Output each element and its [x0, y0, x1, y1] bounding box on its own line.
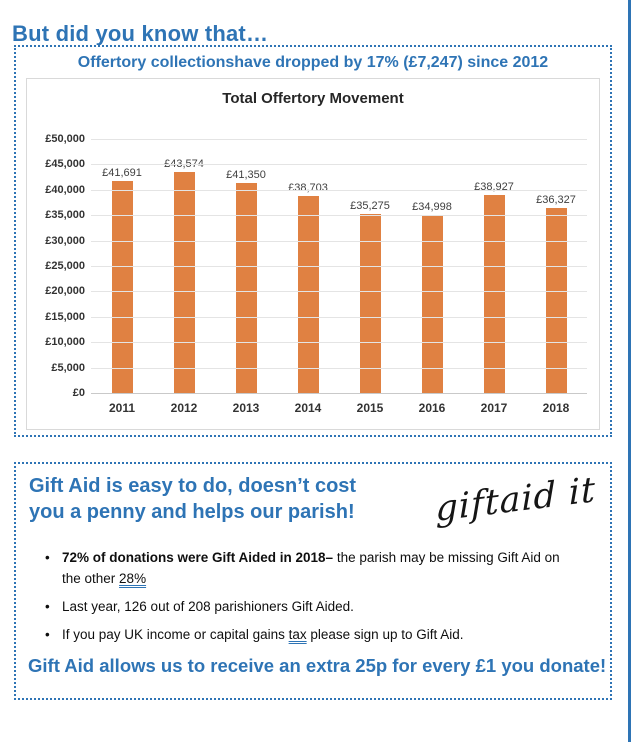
- chart-y-tick-label: £40,000: [45, 183, 85, 196]
- offertory-heading: Offertory collectionshave dropped by 17%…: [77, 54, 549, 71]
- chart-data-label: £38,703: [288, 182, 328, 195]
- chart-x-tick-label: 2015: [356, 401, 384, 415]
- giftaid-bullet-item: • 72% of donations were Gift Aided in 201…: [40, 548, 575, 590]
- chart-x-tick-label: 2016: [418, 401, 446, 415]
- chart-gridline: [91, 393, 587, 394]
- chart-gridline: [91, 266, 587, 267]
- chart-y-tick-label: £30,000: [45, 234, 85, 247]
- bullet-dot: •: [45, 626, 50, 642]
- chart-bar-column: £38,703: [277, 139, 339, 393]
- chart-y-tick-label: £50,000: [45, 133, 85, 145]
- chart-x-tick-label: 2014: [294, 401, 322, 415]
- bullet-text-segment: the parish may be missing Gift Aid on th…: [62, 550, 560, 586]
- chart-data-label: £36,327: [536, 194, 576, 207]
- chart-bar-column: £43,574: [153, 139, 215, 393]
- chart-x-tick-label: 2011: [108, 401, 136, 415]
- bullet-text-segment: tax: [288, 626, 307, 642]
- chart-data-label: £43,574: [164, 158, 204, 170]
- chart-gridline: [91, 316, 587, 318]
- bullet-text-segment: 72% of donations were Gift Aided in 2018…: [62, 550, 334, 565]
- giftaid-heading-line1: Gift Aid is easy to do, doesn’t cost: [29, 475, 357, 497]
- chart-gridline: [91, 291, 587, 293]
- chart-data-label: £38,927: [474, 181, 514, 194]
- giftaid-bullet-item: • If you pay UK income or capital gains t…: [40, 625, 575, 646]
- giftaid-bullet-item: • Last year, 126 out of 208 parishioners …: [40, 597, 575, 618]
- chart-y-tick-label: £35,000: [45, 209, 85, 222]
- chart-gridline: [91, 164, 587, 166]
- chart-plot: £41,691 £43,574 £41,350 £38,703 £35,275 £34,9…: [45, 133, 587, 399]
- chart-x-tick-label: 2013: [232, 401, 260, 415]
- bullet-dot: •: [45, 550, 50, 565]
- chart-gridline: [91, 342, 587, 344]
- chart-bar: [545, 208, 567, 393]
- bullet-text-segment: If you pay UK income or capital gains: [62, 626, 289, 642]
- giftaid-box: Gift Aid is easy to do, doesn’t cost you…: [14, 462, 612, 700]
- bullet-text-segment: please sign up to Gift Aid.: [306, 626, 464, 642]
- bullet-text-segment: 28%: [119, 570, 147, 586]
- chart-bars: £41,691 £43,574 £41,350 £38,703 £35,275 £34,9…: [91, 139, 587, 393]
- chart-bar-column: £41,350: [215, 139, 277, 393]
- chart-gridline: [91, 367, 587, 369]
- offertory-bar-chart: Total Offertory Movement £41,691£43,574£…: [26, 78, 600, 430]
- chart-bar: [235, 182, 257, 393]
- bullet-dot: •: [45, 598, 50, 614]
- giftaid-footer: Gift Aid allows us to receive an extra 2…: [28, 655, 607, 676]
- chart-x-tick-label: 2012: [170, 401, 198, 415]
- chart-y-tick-label: £25,000: [45, 260, 85, 272]
- chart-bar: [421, 215, 443, 393]
- chart-y-tick-label: £0: [72, 387, 85, 399]
- chart-bar: [483, 195, 505, 393]
- giftaid-logo: giftaid it: [434, 470, 596, 530]
- chart-bar: [297, 196, 319, 393]
- chart-bar: [359, 213, 381, 393]
- chart-data-label: £35,275: [350, 199, 390, 212]
- chart-data-label: £34,998: [412, 201, 452, 214]
- chart-data-label: £41,350: [226, 168, 266, 181]
- chart-title: Total Offertory Movement: [222, 90, 404, 107]
- chart-bar-column: £35,275: [339, 139, 401, 393]
- chart-gridline: [91, 215, 587, 217]
- page-right-border: [628, 0, 631, 742]
- offertory-box: Offertory collectionshave dropped by 17%…: [14, 45, 612, 437]
- chart-y-tick-label: £5,000: [51, 361, 85, 374]
- giftaid-heading-line2: you a penny and helps our parish!: [29, 501, 355, 524]
- chart-bar: [173, 171, 195, 393]
- chart-x-tick-label: 2017: [480, 401, 508, 415]
- chart-bar-column: £36,327: [525, 139, 587, 393]
- chart-gridline: [91, 189, 587, 191]
- chart-gridline: [91, 240, 587, 242]
- giftaid-bullet-list: • 72% of donations were Gift Aided in 201…: [40, 548, 575, 653]
- chart-y-tick-label: £20,000: [45, 285, 85, 298]
- bullet-text-segment: Last year, 126 out of 208 parishioners G…: [62, 598, 354, 614]
- chart-y-tick-label: £45,000: [45, 158, 85, 171]
- chart-x-tick-label: 2018: [542, 401, 570, 415]
- chart-y-tick-label: £10,000: [45, 336, 85, 349]
- chart-bar-column: £34,998: [401, 139, 463, 393]
- chart-x-axis-labels: 2011 2012 2013 2014 2015 2016 2017 2018: [91, 401, 587, 415]
- chart-data-label: £41,691: [102, 167, 142, 180]
- chart-bar-column: £41,691: [91, 139, 153, 393]
- chart-y-tick-label: £15,000: [45, 310, 85, 323]
- giftaid-heading: Gift Aid is easy to do, doesn’t cost you…: [29, 473, 356, 526]
- chart-bar: [111, 181, 133, 393]
- chart-gridline: [91, 139, 587, 140]
- page-title: But did you know that…: [12, 20, 269, 46]
